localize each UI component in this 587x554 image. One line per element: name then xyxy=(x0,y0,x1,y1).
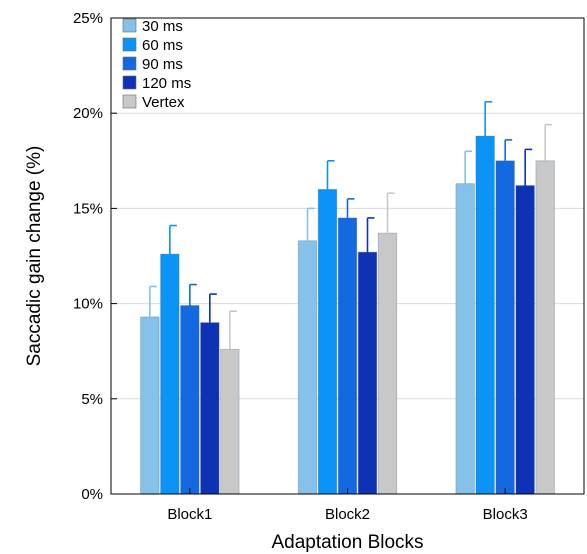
y-tick-label: 20% xyxy=(73,105,103,122)
y-tick-label: 0% xyxy=(81,486,103,503)
x-axis-title: Adaptation Blocks xyxy=(271,532,423,553)
y-tick-label: 5% xyxy=(81,391,103,408)
legend-swatch xyxy=(122,37,137,52)
legend-label: 90 ms xyxy=(142,56,183,73)
bar xyxy=(455,183,475,495)
bar xyxy=(317,188,338,495)
legend-label: 120 ms xyxy=(142,75,191,92)
bar xyxy=(337,217,358,495)
bar xyxy=(535,160,555,495)
bar xyxy=(160,253,180,495)
bar xyxy=(180,305,200,495)
bar xyxy=(357,251,378,495)
y-axis-tick-labels: 0% 5% 10% 15% 20% 25% xyxy=(73,10,117,503)
x-axis-tick-labels: Block1 Block2 Block3 xyxy=(167,488,528,523)
legend-swatch xyxy=(122,75,137,90)
bar xyxy=(475,135,495,495)
bar xyxy=(220,348,240,495)
bars xyxy=(140,135,555,495)
x-tick-label: Block3 xyxy=(483,506,528,523)
legend-swatch xyxy=(122,94,137,109)
bar xyxy=(140,316,160,495)
legend-swatch xyxy=(122,56,137,71)
legend-swatch xyxy=(122,18,137,33)
bar xyxy=(297,240,318,495)
y-axis-title: Saccadic gain change (%) xyxy=(24,146,45,367)
error-bars xyxy=(149,100,553,350)
legend-label: 30 ms xyxy=(142,18,183,35)
bar xyxy=(200,322,220,495)
bar xyxy=(377,232,398,495)
legend-label: Vertex xyxy=(142,94,185,111)
x-tick-label: Block1 xyxy=(167,506,212,523)
legend-label: 60 ms xyxy=(142,37,183,54)
y-tick-label: 15% xyxy=(73,200,103,217)
y-tick-label: 10% xyxy=(73,296,103,313)
x-tick-label: Block2 xyxy=(325,506,370,523)
legend: 30 ms 60 ms 90 ms 120 ms Vertex xyxy=(122,18,191,111)
bar xyxy=(495,160,515,495)
bar xyxy=(515,185,535,495)
y-tick-label: 25% xyxy=(73,10,103,27)
